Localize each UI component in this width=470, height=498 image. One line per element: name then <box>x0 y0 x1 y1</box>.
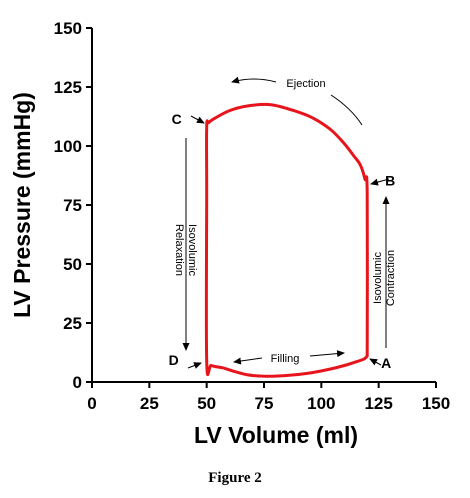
annotation-isovolumic-relaxation-line2: Relaxation <box>173 224 185 276</box>
point-c-arrow <box>190 115 205 124</box>
axes <box>91 28 436 383</box>
point-label-c: C <box>172 111 182 127</box>
x-tick-label: 75 <box>255 394 274 413</box>
pressure-volume-loop-chart: 0 25 50 75 100 125 150 0 25 50 75 100 125 150 LV Vol… <box>9 19 450 448</box>
y-tick-label: 50 <box>63 255 82 274</box>
annotation-isovolumic-contraction-line1: Isovolumic <box>372 252 384 304</box>
annotation-filling: Filling <box>271 353 300 365</box>
y-tick-label: 100 <box>54 137 82 156</box>
point-label-a: A <box>381 355 391 371</box>
y-tick-label: 125 <box>54 78 82 97</box>
point-label-b: B <box>385 173 395 189</box>
x-axis-ticks: 0 25 50 75 100 125 150 <box>87 382 450 413</box>
pressure-volume-loop-line <box>204 102 369 378</box>
annotation-isovolumic-contraction-line2: Contraction <box>385 250 397 306</box>
point-labels: A B C D <box>169 111 396 371</box>
annotation-ejection: Ejection <box>286 78 325 90</box>
ejection-arc-right <box>330 94 363 126</box>
filling-arrow-left <box>233 357 263 365</box>
point-d-arrow <box>187 362 202 369</box>
point-a-arrow <box>369 358 382 366</box>
x-axis-title: LV Volume (ml) <box>194 422 358 448</box>
x-tick-label: 150 <box>422 394 450 413</box>
x-tick-label: 25 <box>140 394 159 413</box>
y-tick-label: 75 <box>63 196 82 215</box>
y-tick-label: 0 <box>73 373 82 392</box>
y-axis-ticks: 0 25 50 75 100 125 150 <box>54 19 92 392</box>
ejection-arrow-left <box>231 76 277 84</box>
figure-caption: Figure 2 <box>208 470 262 486</box>
point-label-d: D <box>169 352 179 368</box>
y-axis-title: LV Pressure (mmHg) <box>9 92 35 318</box>
filling-arrow-right <box>309 350 345 358</box>
x-tick-label: 0 <box>87 394 96 413</box>
x-tick-label: 100 <box>307 394 335 413</box>
y-tick-label: 150 <box>54 19 82 38</box>
annotation-arrows <box>182 76 390 369</box>
x-tick-label: 125 <box>364 394 392 413</box>
y-tick-label: 25 <box>63 314 82 333</box>
x-tick-label: 50 <box>197 394 216 413</box>
annotation-isovolumic-relaxation-line1: Isovolumic <box>186 224 198 276</box>
point-b-arrow <box>370 178 390 186</box>
